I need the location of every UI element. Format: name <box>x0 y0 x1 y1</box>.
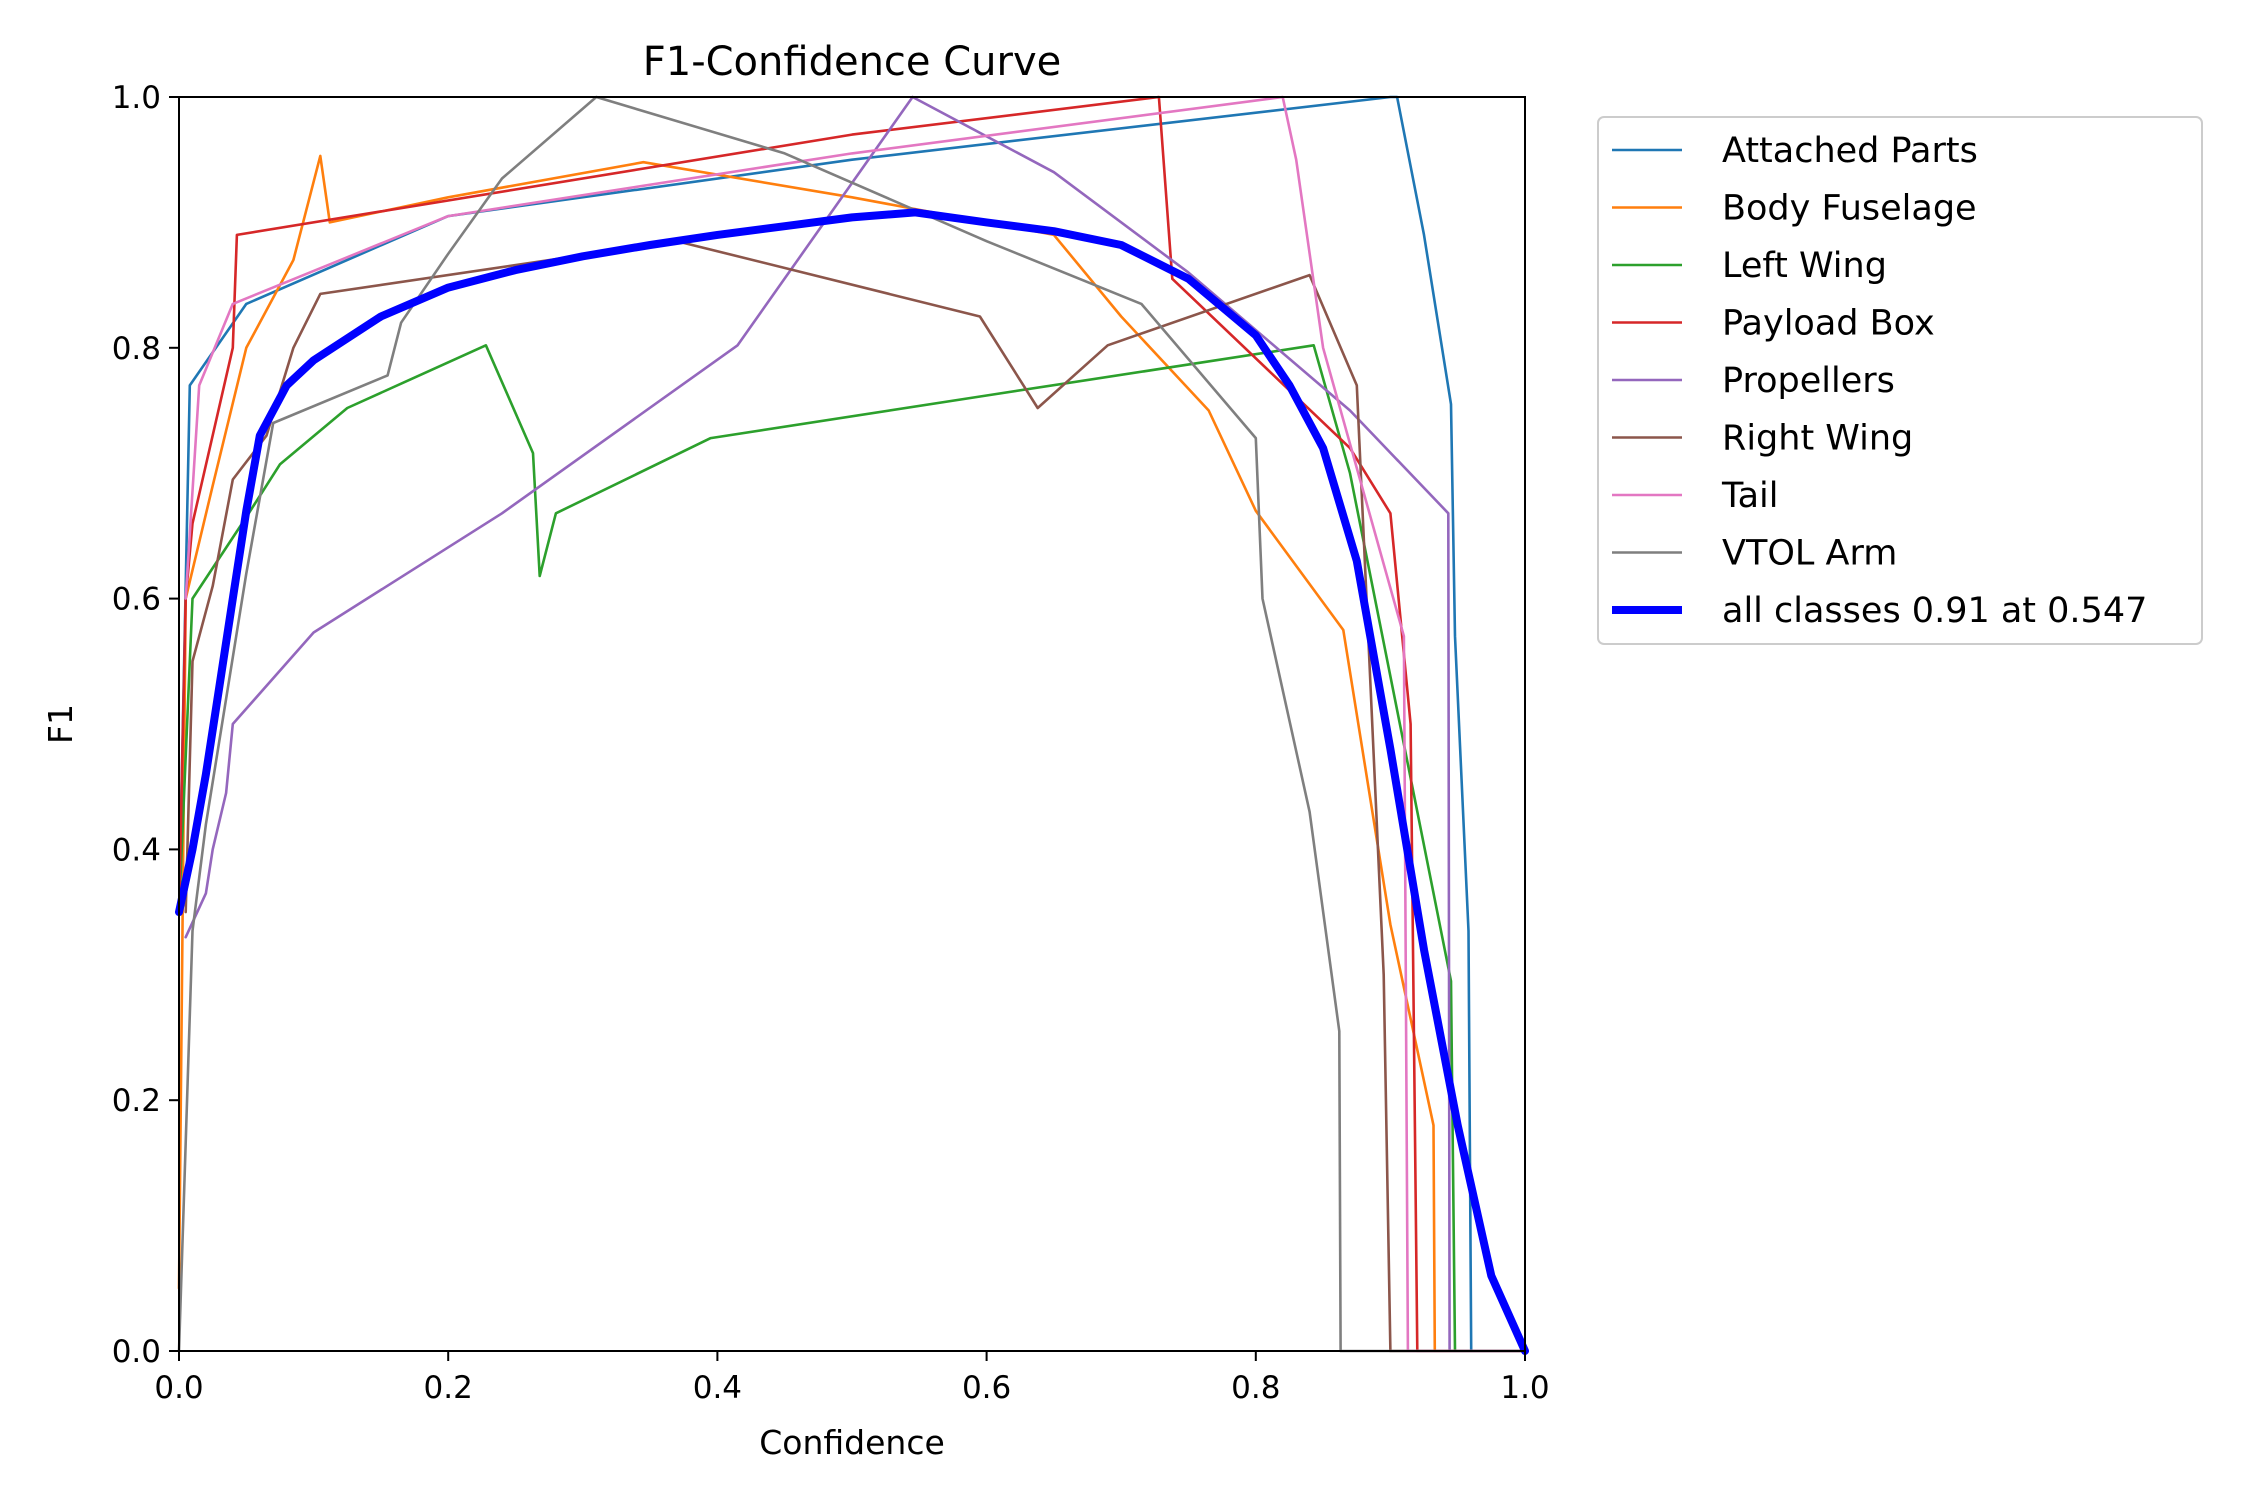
chart-title: F1-Confidence Curve <box>643 39 1062 85</box>
x-tick-label: 0.6 <box>962 1370 1011 1406</box>
series-line-4 <box>184 95 1527 1353</box>
series-line-2 <box>177 344 1527 1353</box>
legend-entry-label: Tail <box>1721 476 1778 516</box>
legend-entry-label: Payload Box <box>1722 304 1935 344</box>
y-tick-label: 0.6 <box>112 582 161 618</box>
legend-entry-label: Propellers <box>1722 361 1895 401</box>
legend-entry-label: Right Wing <box>1722 419 1913 459</box>
series-line-1 <box>177 154 1527 1353</box>
y-tick-label: 0.2 <box>112 1083 161 1119</box>
x-tick-label: 0.4 <box>693 1370 742 1406</box>
legend: Attached Parts Body Fuselage Left Wing Payl… <box>1597 116 2203 645</box>
x-tick-label: 1.0 <box>1500 1370 1549 1406</box>
y-tick-label: 0.4 <box>112 832 161 868</box>
legend-entry-label: Body Fuselage <box>1722 189 1977 229</box>
y-axis-ticks: 0.0 0.2 0.4 0.6 0.8 1.0 <box>112 80 179 1370</box>
x-tick-label: 0.2 <box>424 1370 473 1406</box>
legend-entry-label: Left Wing <box>1722 246 1887 286</box>
plot-lines <box>175 95 1529 1355</box>
x-tick-label: 0.0 <box>154 1370 203 1406</box>
x-tick-label: 0.8 <box>1231 1370 1280 1406</box>
legend-entry-label: Attached Parts <box>1722 131 1978 171</box>
legend-entry-label: VTOL Arm <box>1722 534 1897 574</box>
y-tick-label: 0.0 <box>112 1334 161 1370</box>
y-tick-label: 0.8 <box>112 331 161 367</box>
plot-frame <box>178 96 1526 1352</box>
series-line-5 <box>184 239 1527 1353</box>
y-tick-label: 1.0 <box>112 80 161 116</box>
y-axis-label: F1 <box>41 704 80 744</box>
series-line-8 <box>175 208 1529 1355</box>
x-axis-label: Confidence <box>759 1423 945 1462</box>
legend-frame <box>1597 116 2203 645</box>
legend-entry-label: all classes 0.91 at 0.547 <box>1722 591 2147 631</box>
x-axis-ticks: 0.0 0.2 0.4 0.6 0.8 1.0 <box>154 1351 1550 1406</box>
